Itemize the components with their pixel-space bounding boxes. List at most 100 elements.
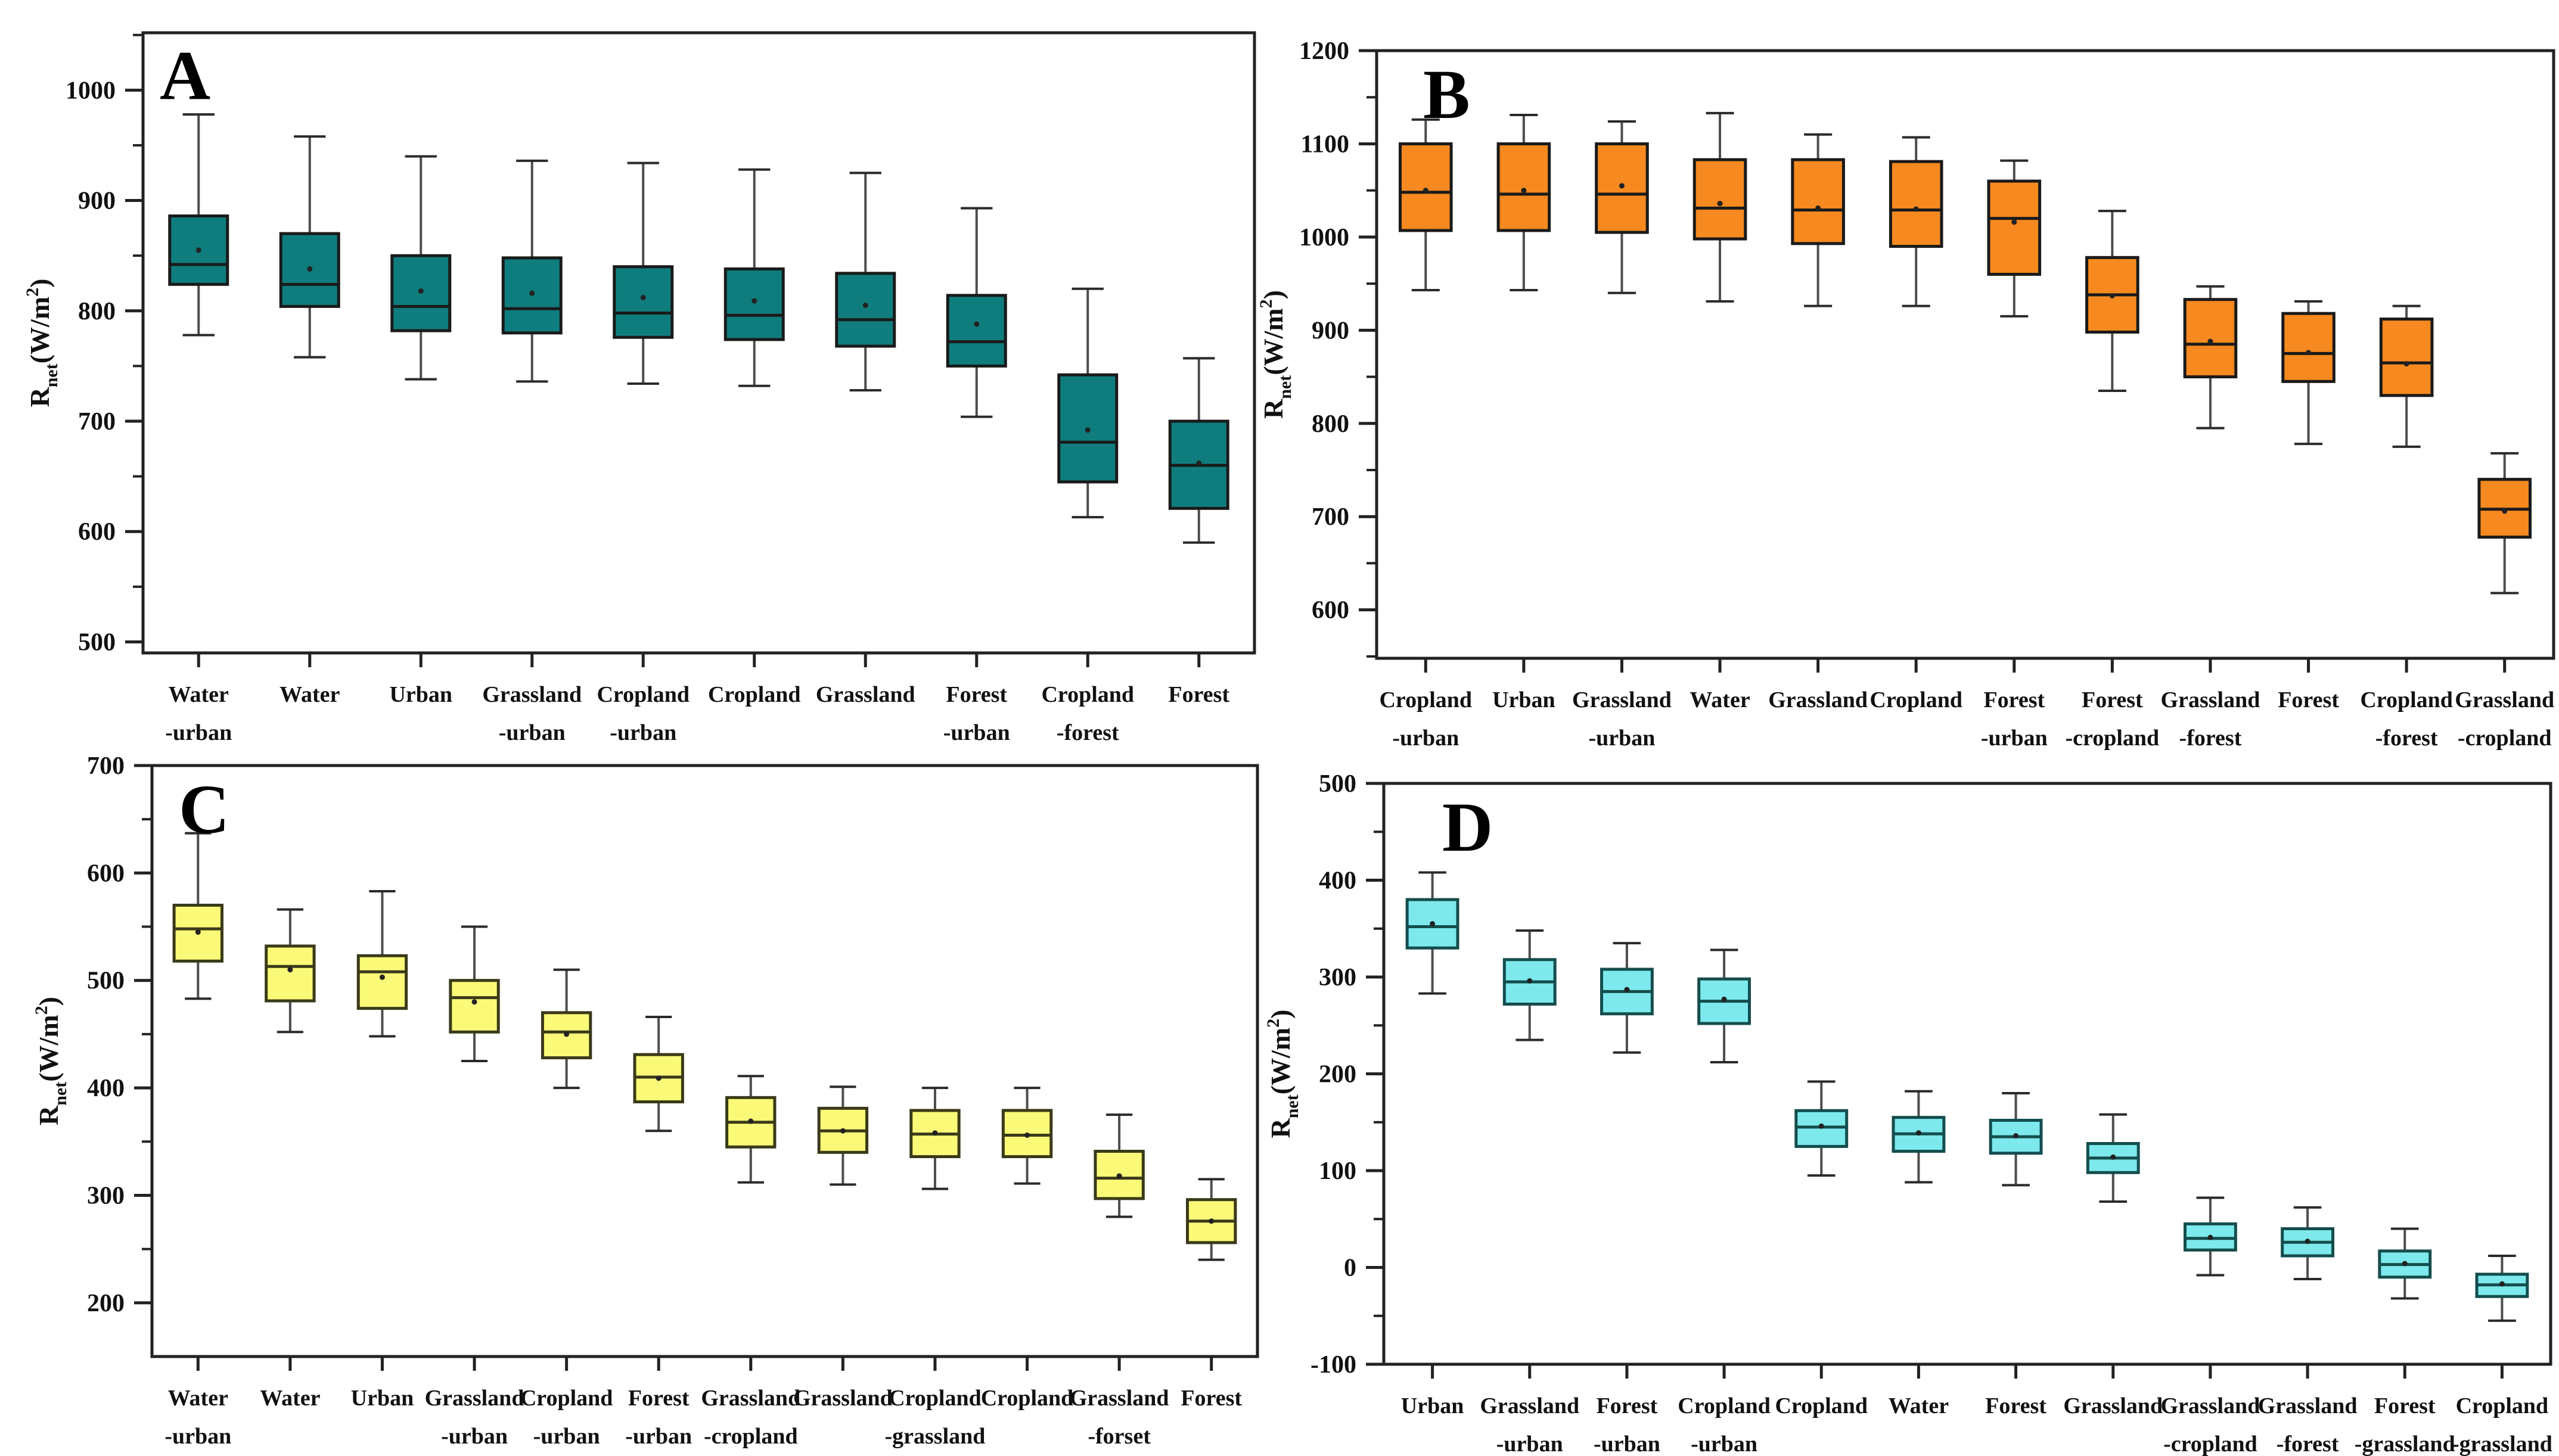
x-tick-label: Cropland — [2360, 687, 2453, 713]
box-plot — [1989, 1092, 2043, 1187]
x-tick-label: Cropland — [520, 1386, 613, 1411]
mean-marker — [1085, 427, 1091, 433]
iqr-box — [2183, 298, 2238, 379]
mean-marker — [974, 321, 980, 327]
mean-marker — [471, 999, 477, 1005]
panel-c-chart: 200300400500600700Rnet(W/m2)Water-urbanW… — [32, 752, 1259, 1449]
x-tick-label: -urban — [1981, 726, 2048, 751]
x-tick-label: Forest — [628, 1386, 690, 1411]
box-plot — [541, 968, 592, 1090]
x-tick-label: -forest — [2277, 1432, 2339, 1456]
iqr-box — [1791, 158, 1845, 245]
x-tick-label: -grassland — [2452, 1432, 2552, 1456]
box-plot — [1094, 1113, 1145, 1218]
box-plot — [1595, 120, 1649, 294]
panel-a-chart: 500 600 700 800 900 1000 Rnet(W/m2) Water -urban… — [23, 31, 1256, 745]
mean-marker — [932, 1130, 938, 1136]
mean-marker — [2306, 350, 2312, 356]
box-plot — [2183, 285, 2238, 430]
y-tick-label: 600 — [87, 860, 125, 887]
panel-label-d: D — [1442, 788, 1493, 866]
x-tick-label: -urban — [1588, 726, 1655, 751]
panel-d-chart: -100 0 100 200 300 400 500 Rnet(W/m2) Urban Grass… — [1263, 770, 2552, 1456]
mean-marker — [529, 290, 535, 296]
y-tick-label: 700 — [78, 408, 116, 435]
box-plot — [723, 168, 785, 387]
mean-marker — [1196, 460, 1202, 466]
y-tick-label: 400 — [1319, 867, 1356, 895]
box-plot — [390, 155, 452, 381]
y-axis: 200 300 400 500 600 700 Rnet(W/m2) — [32, 752, 152, 1317]
box-plot — [356, 890, 408, 1038]
x-tick-label: -forest — [2375, 726, 2438, 751]
mean-marker — [1915, 1130, 1921, 1136]
box-plot — [168, 113, 229, 337]
box-plot — [1791, 133, 1845, 307]
panel-label-c: C — [179, 770, 230, 848]
iqr-box — [1889, 160, 1943, 248]
y-axis-title: Rnet(W/m2) — [1263, 1010, 1302, 1138]
x-tick-label: Cropland — [1775, 1393, 1868, 1418]
mean-marker — [287, 967, 293, 973]
box-plot — [1057, 287, 1119, 519]
mean-marker — [2305, 1239, 2310, 1245]
x-axis: Cropland -urban Urban Grassland -urban Water G… — [1379, 658, 2554, 751]
x-tick-label: -urban — [164, 1424, 231, 1449]
x-tick-label: Grassland — [2258, 1393, 2358, 1418]
x-tick-label: -urban — [533, 1424, 600, 1449]
box-plot — [2475, 1255, 2529, 1322]
x-tick-label: -grassland — [2355, 1432, 2455, 1456]
box-plot — [1496, 113, 1551, 292]
x-tick-label: -cropland — [2163, 1432, 2257, 1456]
x-tick-label: Water — [1690, 687, 1750, 713]
x-tick-label: -urban — [610, 720, 676, 745]
box-plot — [2477, 452, 2532, 595]
iqr-box — [2281, 312, 2336, 383]
x-tick-label: Water — [1889, 1393, 1949, 1418]
panel-label-b: B — [1423, 55, 1470, 133]
box-plot — [1889, 136, 1943, 307]
mean-marker — [307, 266, 313, 272]
y-tick-label: 600 — [1312, 597, 1349, 624]
y-tick-label: 500 — [1319, 770, 1356, 798]
x-tick-label: Forest — [1181, 1386, 1242, 1411]
mean-marker — [1913, 206, 1919, 212]
y-tick-label: 700 — [1312, 503, 1349, 531]
x-tick-label: Urban — [351, 1386, 414, 1411]
mean-marker — [1423, 188, 1428, 194]
box-series — [1405, 871, 2529, 1322]
x-tick-label: Forest — [2278, 687, 2339, 713]
x-tick-label: Urban — [1401, 1393, 1464, 1418]
iqr-box — [2379, 318, 2434, 397]
box-plot — [2183, 1196, 2237, 1277]
mean-marker — [2011, 219, 2017, 225]
mean-marker — [1024, 1132, 1030, 1138]
x-tick-label: -urban — [499, 720, 566, 745]
x-tick-label: -urban — [943, 720, 1010, 745]
box-plot — [1502, 929, 1557, 1041]
mean-marker — [748, 1118, 754, 1124]
x-tick-label: -forset — [1088, 1424, 1151, 1449]
x-tick-label: Water — [260, 1386, 320, 1411]
box-plot — [1692, 111, 1747, 303]
iqr-box — [1987, 179, 2042, 276]
iqr-box — [946, 294, 1007, 368]
mean-marker — [840, 1128, 846, 1134]
mean-marker — [1818, 1123, 1824, 1129]
y-tick-label: 1200 — [1299, 38, 1349, 65]
x-tick-label: Grassland — [1480, 1393, 1579, 1418]
mean-marker — [1619, 183, 1625, 189]
y-tick-label: 1000 — [1299, 224, 1349, 251]
y-tick-label: 900 — [78, 188, 116, 215]
box-plot — [1405, 871, 1459, 995]
y-tick-label: 200 — [1319, 1061, 1356, 1088]
y-axis-title: Rnet(W/m2) — [1256, 290, 1295, 419]
mean-marker — [379, 974, 385, 980]
mean-marker — [195, 929, 201, 935]
y-tick-label: 500 — [87, 967, 125, 995]
y-axis: -100 0 100 200 300 400 500 Rnet(W/m2) — [1263, 770, 1384, 1379]
x-tick-label: Cropland — [2456, 1393, 2549, 1418]
x-tick-label: Grassland — [482, 682, 582, 707]
mean-marker — [2207, 1234, 2213, 1240]
x-tick-label: -forest — [2179, 726, 2242, 751]
